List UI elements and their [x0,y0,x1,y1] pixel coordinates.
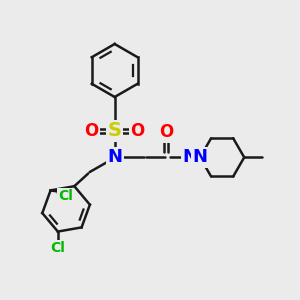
Text: N: N [107,148,122,166]
Text: N: N [193,148,208,166]
Text: Cl: Cl [50,242,65,255]
Text: Cl: Cl [58,189,73,203]
Text: O: O [85,122,99,140]
Text: O: O [130,122,145,140]
Text: O: O [159,123,173,141]
Text: S: S [108,122,122,140]
Text: N: N [182,148,197,166]
